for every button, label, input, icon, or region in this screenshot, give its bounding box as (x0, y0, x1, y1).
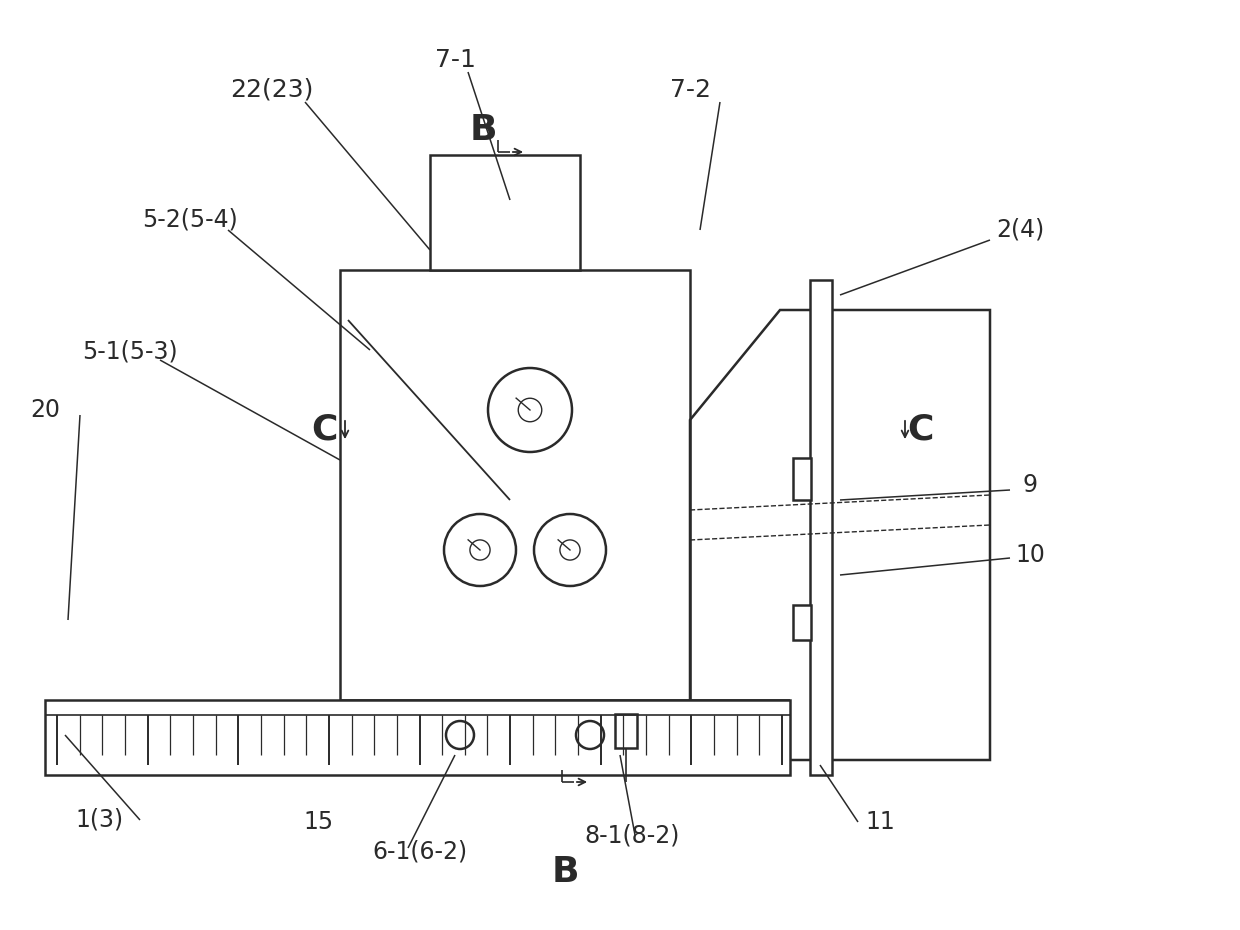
Text: 7-1: 7-1 (434, 48, 475, 72)
Text: 9: 9 (1023, 473, 1038, 497)
Text: C: C (906, 413, 934, 447)
Text: 6-1(6-2): 6-1(6-2) (372, 840, 467, 864)
Text: B: B (552, 855, 579, 889)
Text: 5-1(5-3): 5-1(5-3) (82, 340, 177, 364)
Bar (794, 458, 811, 500)
Text: 8-1(8-2): 8-1(8-2) (584, 823, 680, 847)
Bar (615, 714, 637, 748)
Text: 22(23): 22(23) (231, 78, 314, 102)
Text: 20: 20 (30, 398, 60, 422)
Text: 11: 11 (866, 810, 895, 834)
Text: 1(3): 1(3) (76, 808, 124, 832)
Text: B: B (469, 113, 497, 147)
Bar (45, 700, 790, 775)
Bar (430, 155, 580, 270)
Bar (340, 270, 689, 760)
Text: 10: 10 (1016, 543, 1045, 567)
Text: 5-2(5-4): 5-2(5-4) (143, 208, 238, 232)
Text: C: C (311, 413, 337, 447)
Text: 7-2: 7-2 (670, 78, 711, 102)
Text: 15: 15 (303, 810, 334, 834)
Bar (810, 280, 832, 775)
Text: 2(4): 2(4) (996, 218, 1044, 242)
Bar (794, 605, 811, 640)
